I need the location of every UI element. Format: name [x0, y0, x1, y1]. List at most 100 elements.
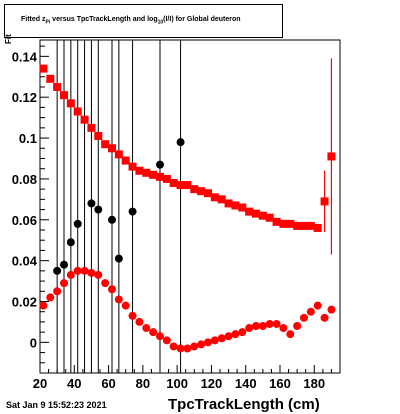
series-1-point	[272, 319, 281, 328]
series-1-point	[135, 317, 144, 326]
x-tick-label: 40	[67, 376, 81, 391]
series-2-point	[53, 266, 62, 275]
series-1-point	[279, 324, 288, 333]
series-1-point	[108, 285, 116, 294]
series-1-point	[162, 336, 171, 345]
series-1-point	[210, 336, 219, 345]
y-axis-label: Fit	[4, 34, 13, 44]
series-1-point	[327, 305, 336, 314]
series-0-point	[265, 213, 274, 222]
series-0-point	[258, 211, 267, 220]
series-0-point	[39, 64, 48, 73]
x-tick-label: 120	[201, 376, 223, 391]
series-1-point	[238, 328, 247, 337]
y-tick-label: 0.06	[12, 213, 37, 228]
series-0-point	[142, 168, 151, 177]
series-1-point	[306, 307, 315, 316]
series-0-point	[293, 221, 302, 230]
series-0-point	[101, 140, 110, 149]
series-2-point	[156, 160, 164, 169]
series-1-point	[190, 342, 199, 351]
series-1-point	[73, 266, 82, 275]
series-0-point	[320, 197, 329, 206]
series-0-point	[279, 219, 288, 228]
series-0-point	[224, 199, 233, 208]
series-0-point	[53, 82, 62, 91]
data-series	[39, 58, 336, 353]
series-2-point	[94, 205, 103, 214]
series-1-point	[320, 313, 329, 322]
series-2-point	[66, 238, 75, 247]
series-1-point	[293, 322, 302, 331]
series-0-point	[135, 166, 144, 175]
series-2-point	[176, 138, 185, 147]
series-0-point	[80, 115, 89, 124]
x-tick-label: 60	[101, 376, 115, 391]
series-0-point	[286, 219, 295, 228]
series-1-point	[121, 301, 130, 310]
series-0-point	[46, 74, 55, 83]
series-2-point	[73, 219, 82, 228]
series-2-point	[128, 207, 137, 216]
series-0-point	[94, 132, 103, 141]
series-1-point	[53, 287, 62, 296]
timestamp: Sat Jan 9 15:52:23 2021	[6, 400, 107, 410]
series-0-point	[121, 156, 130, 165]
series-1-point	[149, 328, 158, 337]
series-0-point	[210, 193, 219, 202]
series-0-point	[217, 195, 226, 204]
series-0-point	[169, 179, 178, 188]
series-0-point	[197, 187, 206, 196]
series-1-point	[128, 311, 137, 320]
title-part-3: (I/I) for Global deuteron	[163, 16, 241, 23]
series-1-point	[87, 268, 96, 277]
title-subscript-pi: Pi	[45, 19, 51, 26]
series-1-point	[156, 332, 164, 341]
plot-frame	[39, 39, 341, 374]
series-0-point	[231, 201, 240, 210]
y-tick-label: 0.02	[12, 294, 37, 309]
series-1-point	[80, 266, 89, 275]
series-1-point	[217, 334, 226, 343]
series-0-point	[252, 209, 260, 218]
title-part-1: Fitted z	[21, 16, 46, 23]
series-1-point	[60, 279, 68, 288]
title-box: Fitted zPi versus TpcTrackLength and log…	[4, 4, 283, 38]
series-0-point	[300, 221, 308, 230]
series-1-point	[245, 324, 254, 333]
series-1-point	[94, 270, 103, 279]
x-tick-label: 160	[269, 376, 291, 391]
series-1-point	[142, 324, 151, 333]
series-2-point	[60, 260, 68, 269]
series-0-point	[245, 207, 254, 216]
series-0-point	[128, 162, 137, 171]
series-1-point	[114, 295, 123, 304]
y-tick-label: 0.04	[12, 254, 38, 269]
series-0-point	[108, 144, 116, 153]
series-1-point	[183, 344, 192, 353]
series-0-point	[162, 174, 171, 183]
x-tick-label: 140	[235, 376, 257, 391]
series-1-point	[252, 322, 260, 331]
series-0-point	[238, 203, 247, 212]
plot-border	[39, 39, 341, 374]
series-1-point	[265, 319, 274, 328]
series-1-point	[258, 322, 267, 331]
x-tick-label: 20	[33, 376, 47, 391]
y-tick-label: 0.14	[12, 49, 38, 64]
series-0-point	[272, 217, 281, 226]
series-0-point	[176, 181, 185, 190]
y-tick-label: 0.1	[19, 131, 37, 146]
error-lines	[56, 40, 182, 373]
x-tick-label: 80	[136, 376, 150, 391]
x-ticks: 20 40 60 80 100 120 140 160 180	[33, 365, 341, 391]
title-part-2: versus TpcTrackLength and log	[50, 16, 158, 23]
series-2-point	[114, 254, 123, 263]
series-1-point	[224, 332, 233, 341]
series-1-point	[197, 340, 206, 349]
series-1-point	[46, 293, 55, 302]
series-1-point	[176, 344, 185, 353]
x-tick-label: 100	[166, 376, 188, 391]
series-1-point	[204, 338, 212, 347]
series-0-point	[156, 172, 164, 181]
